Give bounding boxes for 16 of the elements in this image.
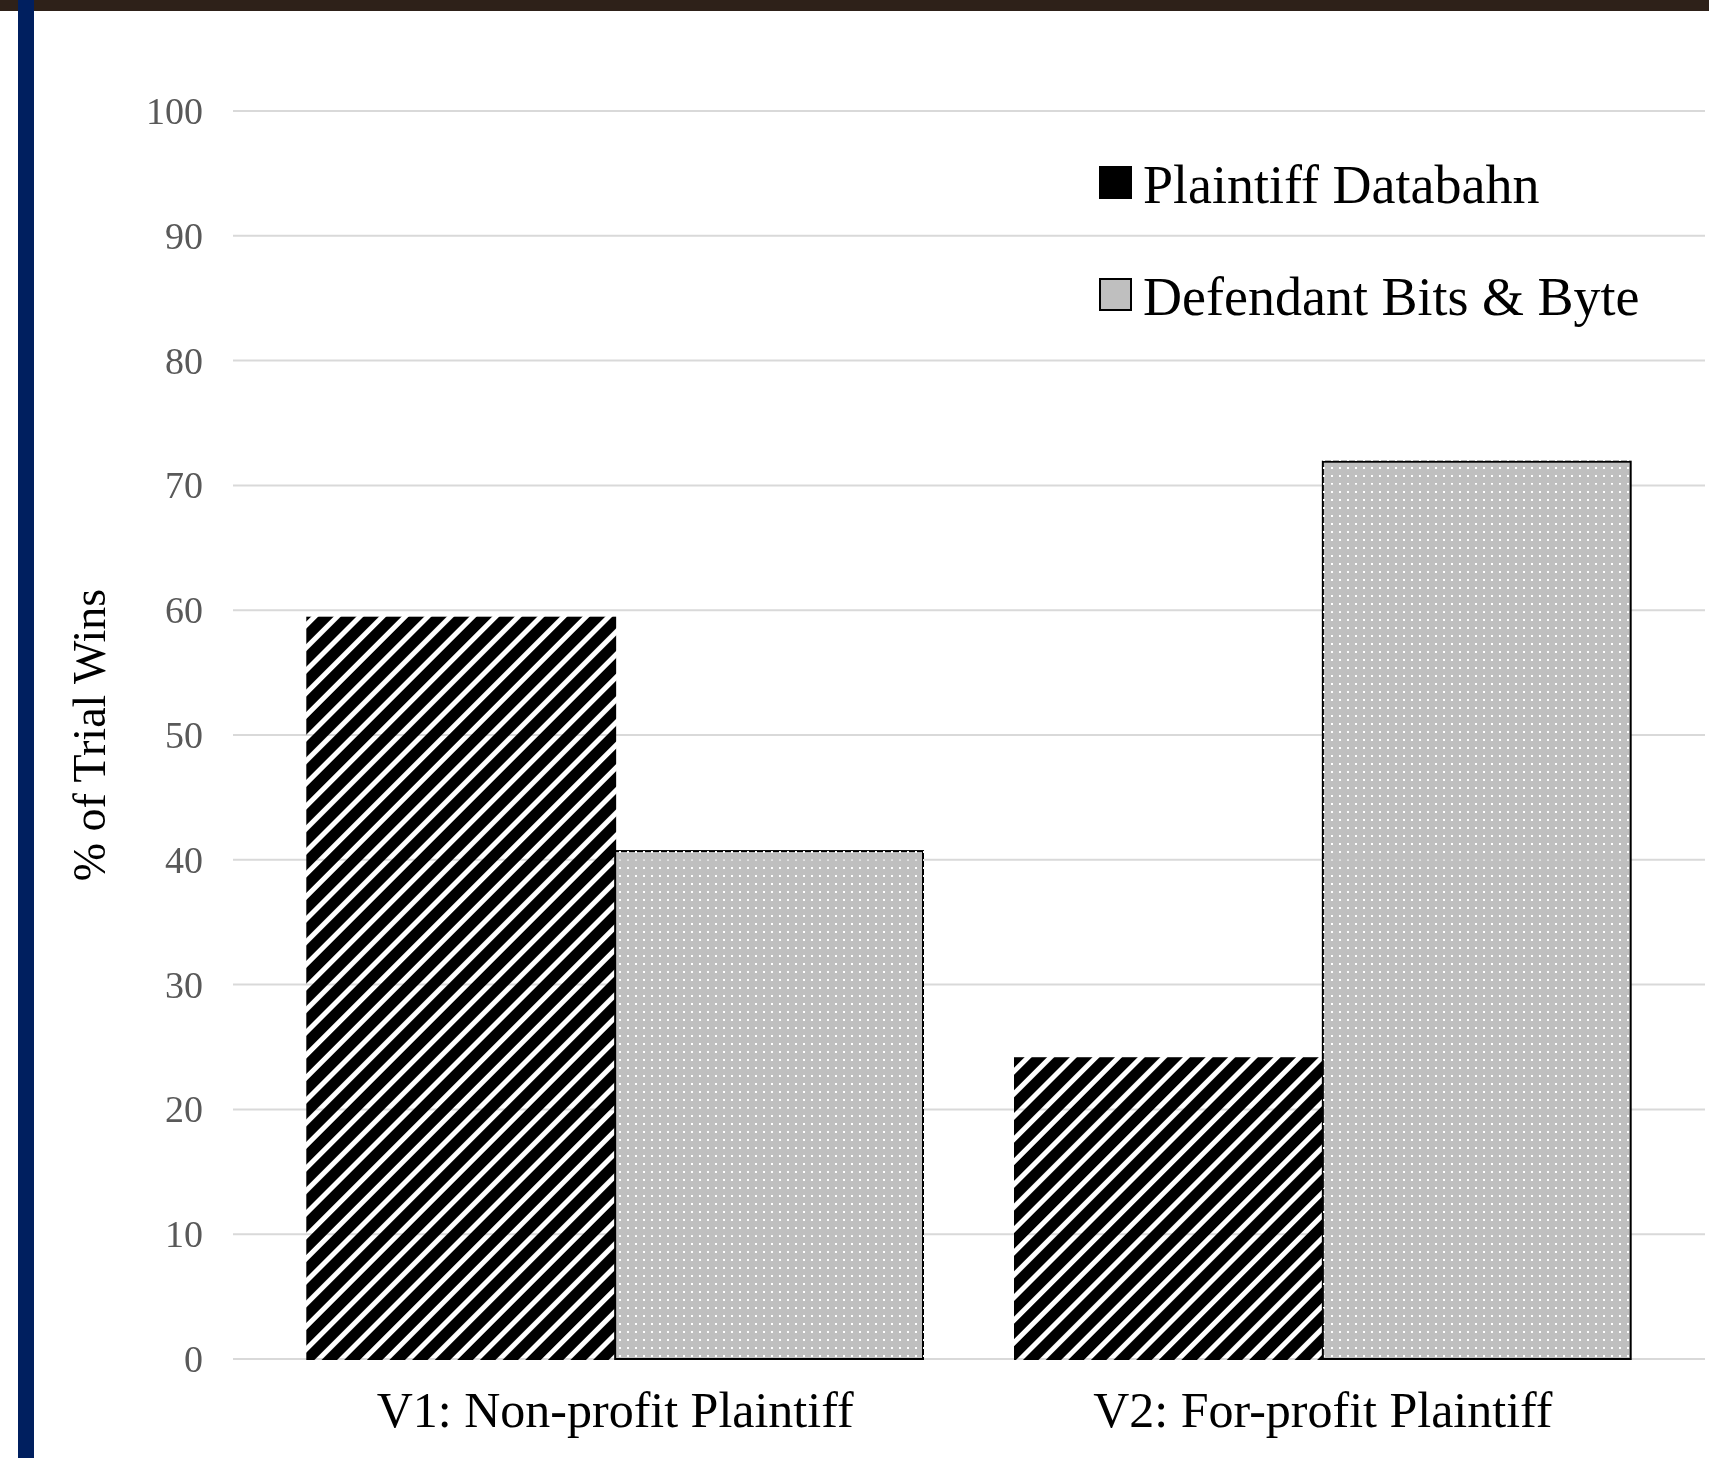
- y-tick-label: 80: [165, 339, 203, 382]
- y-tick-label: 0: [184, 1338, 203, 1380]
- y-tick-label: 20: [165, 1088, 203, 1131]
- y-tick-label: 100: [146, 90, 203, 132]
- y-axis-title: % of Trial Wins: [64, 588, 115, 882]
- legend-label: Plaintiff Databahn: [1143, 155, 1540, 215]
- y-tick-label: 30: [165, 963, 203, 1006]
- y-tick-label: 60: [165, 589, 203, 632]
- y-tick-label: 10: [165, 1213, 203, 1256]
- y-tick-label: 50: [165, 714, 203, 756]
- x-tick-label: V1: Non-profit Plaintiff: [376, 1382, 854, 1438]
- y-tick-label: 70: [165, 464, 203, 507]
- x-tick-label: V2: For-profit Plaintiff: [1093, 1382, 1553, 1438]
- y-tick-label: 40: [165, 838, 203, 881]
- y-tick-label: 90: [165, 214, 203, 257]
- legend-label: Defendant Bits & Byte: [1143, 267, 1640, 327]
